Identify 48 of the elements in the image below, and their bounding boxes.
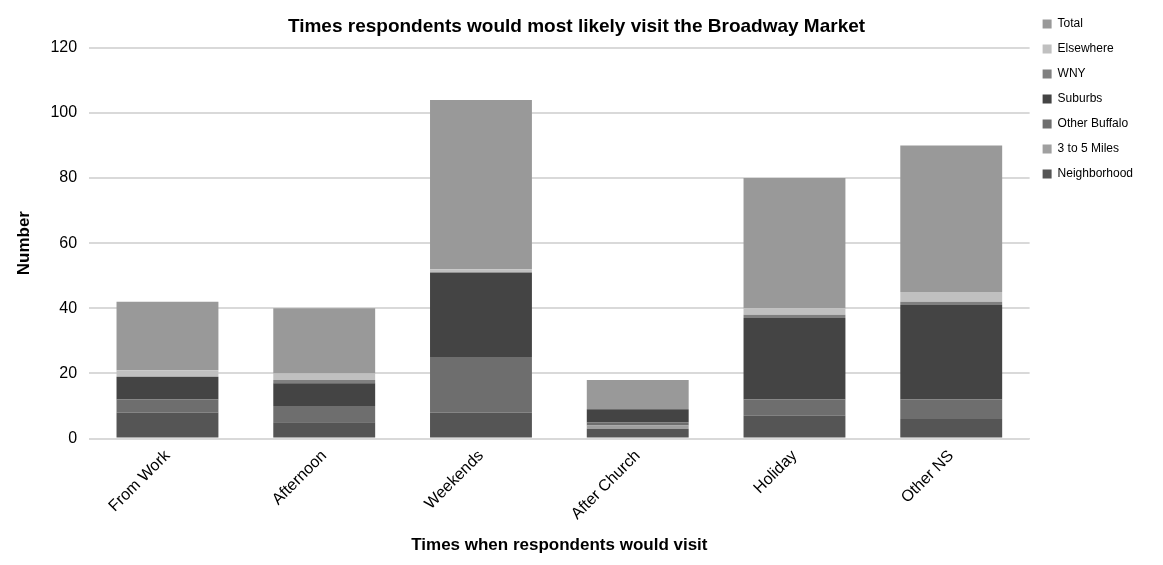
bar: [743, 308, 846, 315]
bar: [430, 272, 532, 358]
y-tick-label: 0: [68, 428, 78, 446]
y-tick-label: 20: [59, 363, 78, 381]
bar: [586, 428, 689, 438]
y-tick-label: 40: [59, 298, 78, 316]
bar: [900, 305, 1003, 400]
y-tick-label: 100: [50, 103, 78, 121]
bar: [116, 376, 219, 400]
legend-label: Neighborhood: [1057, 166, 1134, 181]
x-axis-title: Times when respondents would visit: [411, 535, 708, 555]
legend-label: Elsewhere: [1057, 41, 1114, 56]
bar: [116, 301, 219, 371]
bar: [273, 405, 376, 423]
bar: [743, 314, 846, 319]
bar: [430, 412, 532, 438]
bar: [900, 292, 1003, 302]
y-tick-label: 120: [50, 38, 78, 56]
bar: [743, 399, 846, 416]
bar: [273, 308, 376, 374]
bar: [116, 370, 219, 377]
legend-label: WNY: [1057, 66, 1086, 81]
bar: [743, 415, 846, 438]
bar: [430, 269, 532, 273]
bar: [430, 357, 532, 413]
bar: [900, 399, 1003, 419]
bar: [273, 422, 376, 438]
bar: [900, 145, 1003, 292]
y-tick-label: 80: [59, 168, 78, 186]
bar: [116, 412, 219, 438]
y-tick-label: 60: [59, 233, 78, 251]
legend-label: Total: [1057, 16, 1083, 31]
bar: [430, 99, 532, 270]
bar: [116, 399, 219, 413]
bar: [586, 379, 689, 410]
bar: [743, 318, 846, 400]
bar: [273, 383, 376, 406]
bar: [900, 418, 1003, 438]
legend-label: Other Buffalo: [1057, 116, 1129, 131]
y-axis-title: Number: [13, 210, 33, 276]
bar: [900, 301, 1003, 306]
bar: [743, 178, 846, 309]
legend-label: Suburbs: [1057, 91, 1103, 106]
chart-title: Times respondents would most likely visit the Broadway Market: [287, 14, 866, 36]
bar: [273, 373, 376, 380]
legend-label: 3 to 5 Miles: [1057, 141, 1119, 156]
bar: [273, 379, 376, 384]
bar: [586, 409, 689, 423]
